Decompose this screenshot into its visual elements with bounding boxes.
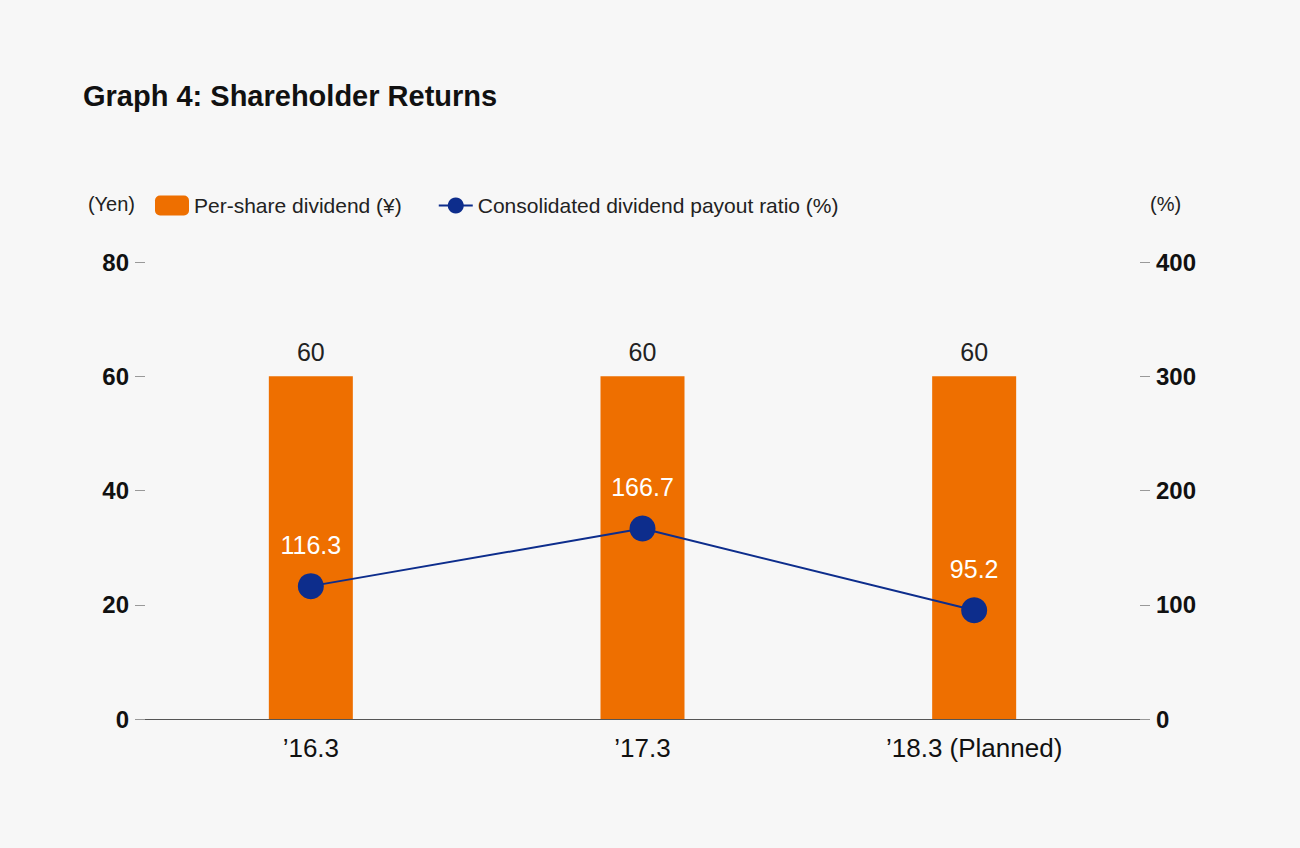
svg-text:’17.3: ’17.3 (614, 733, 670, 763)
svg-text:’18.3 (Planned): ’18.3 (Planned) (886, 733, 1062, 763)
svg-text:60: 60 (297, 338, 325, 366)
svg-text:400: 400 (1156, 249, 1196, 276)
svg-text:(Yen): (Yen) (88, 193, 135, 215)
svg-text:60: 60 (629, 338, 657, 366)
svg-text:60: 60 (102, 363, 129, 390)
svg-text:40: 40 (102, 477, 129, 504)
svg-text:80: 80 (102, 249, 129, 276)
svg-text:Per-share dividend (¥): Per-share dividend (¥) (194, 194, 402, 217)
svg-text:100: 100 (1156, 591, 1196, 618)
svg-text:20: 20 (102, 591, 129, 618)
svg-text:116.3: 116.3 (280, 531, 341, 559)
svg-text:Consolidated dividend payout r: Consolidated dividend payout ratio (%) (478, 194, 839, 217)
svg-text:200: 200 (1156, 477, 1196, 504)
svg-text:0: 0 (116, 706, 129, 733)
svg-text:Graph 4: Shareholder Returns: Graph 4: Shareholder Returns (83, 80, 497, 112)
svg-text:0: 0 (1156, 706, 1169, 733)
svg-text:166.7: 166.7 (611, 473, 674, 501)
svg-text:(%): (%) (1150, 193, 1181, 215)
svg-text:60: 60 (960, 338, 988, 366)
svg-text:’16.3: ’16.3 (283, 733, 339, 763)
svg-text:95.2: 95.2 (950, 555, 999, 583)
svg-text:300: 300 (1156, 363, 1196, 390)
